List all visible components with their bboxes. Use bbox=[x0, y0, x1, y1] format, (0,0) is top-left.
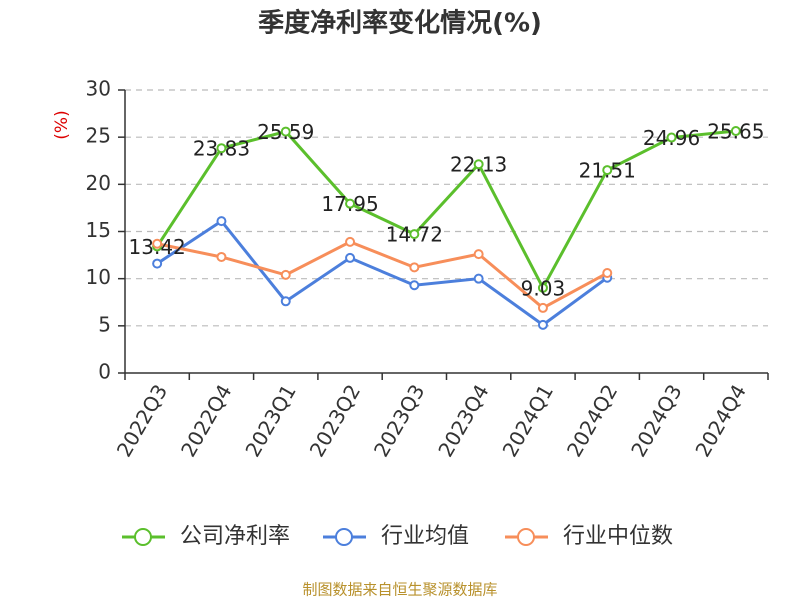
point bbox=[473, 273, 484, 284]
data-label: 22.13 bbox=[450, 153, 507, 177]
point bbox=[152, 258, 163, 269]
legend-label: 公司净利率 bbox=[180, 524, 290, 549]
data-label: 13.42 bbox=[129, 235, 186, 259]
point bbox=[216, 251, 227, 262]
y-tick-label: 0 bbox=[98, 360, 111, 384]
y-tick-label: 20 bbox=[86, 171, 111, 195]
point bbox=[216, 216, 227, 227]
data-label: 21.51 bbox=[579, 159, 636, 183]
point bbox=[345, 236, 356, 247]
series-line bbox=[156, 219, 609, 327]
point bbox=[537, 319, 548, 330]
y-tick-label: 5 bbox=[98, 312, 111, 336]
data-label: 23.83 bbox=[193, 137, 250, 161]
legend-label: 行业均值 bbox=[381, 524, 469, 549]
legend-marker bbox=[134, 528, 152, 546]
data-label: 25.59 bbox=[257, 120, 314, 144]
series-line bbox=[156, 240, 608, 310]
point bbox=[666, 132, 677, 143]
legend-label: 行业中位数 bbox=[563, 524, 673, 549]
data-label: 14.72 bbox=[386, 223, 443, 247]
data-label: 17.95 bbox=[321, 192, 378, 216]
y-axis-label: (%) bbox=[52, 110, 72, 139]
x-tick-label: 2023Q1 bbox=[240, 380, 300, 461]
series-line bbox=[155, 129, 737, 292]
x-tick-label: 2024Q3 bbox=[626, 380, 686, 461]
point bbox=[280, 126, 291, 137]
x-tick-label: 2023Q4 bbox=[433, 380, 493, 461]
x-tick-label: 2024Q1 bbox=[498, 380, 558, 461]
point bbox=[409, 280, 420, 291]
point bbox=[602, 165, 613, 176]
point bbox=[409, 229, 420, 240]
point bbox=[473, 249, 484, 260]
point bbox=[409, 262, 420, 273]
point bbox=[473, 159, 484, 170]
chart-title: 季度净利率变化情况(%) bbox=[258, 8, 542, 39]
point bbox=[280, 269, 291, 280]
point bbox=[537, 302, 548, 313]
x-tick-label: 2024Q2 bbox=[562, 380, 622, 461]
data-label: 9.03 bbox=[521, 276, 566, 300]
x-tick-label: 2022Q4 bbox=[176, 380, 236, 461]
point bbox=[537, 282, 548, 293]
point bbox=[152, 238, 163, 249]
y-tick-label: 10 bbox=[86, 265, 111, 289]
y-tick-label: 25 bbox=[86, 124, 111, 148]
x-tick-label: 2024Q4 bbox=[690, 380, 750, 461]
point bbox=[216, 143, 227, 154]
point bbox=[730, 126, 741, 137]
source: 制图数据来自恒生聚源数据库 bbox=[302, 581, 497, 599]
point bbox=[345, 252, 356, 263]
y-tick-label: 15 bbox=[86, 218, 111, 242]
point bbox=[345, 198, 356, 209]
data-label: 24.96 bbox=[643, 126, 700, 150]
x-tick-label: 2023Q3 bbox=[369, 380, 429, 461]
point bbox=[602, 268, 613, 279]
y-tick-label: 30 bbox=[86, 77, 111, 101]
x-tick-label: 2023Q2 bbox=[305, 380, 365, 461]
legend-marker bbox=[517, 528, 535, 546]
x-tick-label: 2022Q3 bbox=[112, 380, 172, 461]
legend-marker bbox=[335, 528, 353, 546]
point bbox=[280, 296, 291, 307]
data-label: 25.65 bbox=[707, 120, 764, 144]
